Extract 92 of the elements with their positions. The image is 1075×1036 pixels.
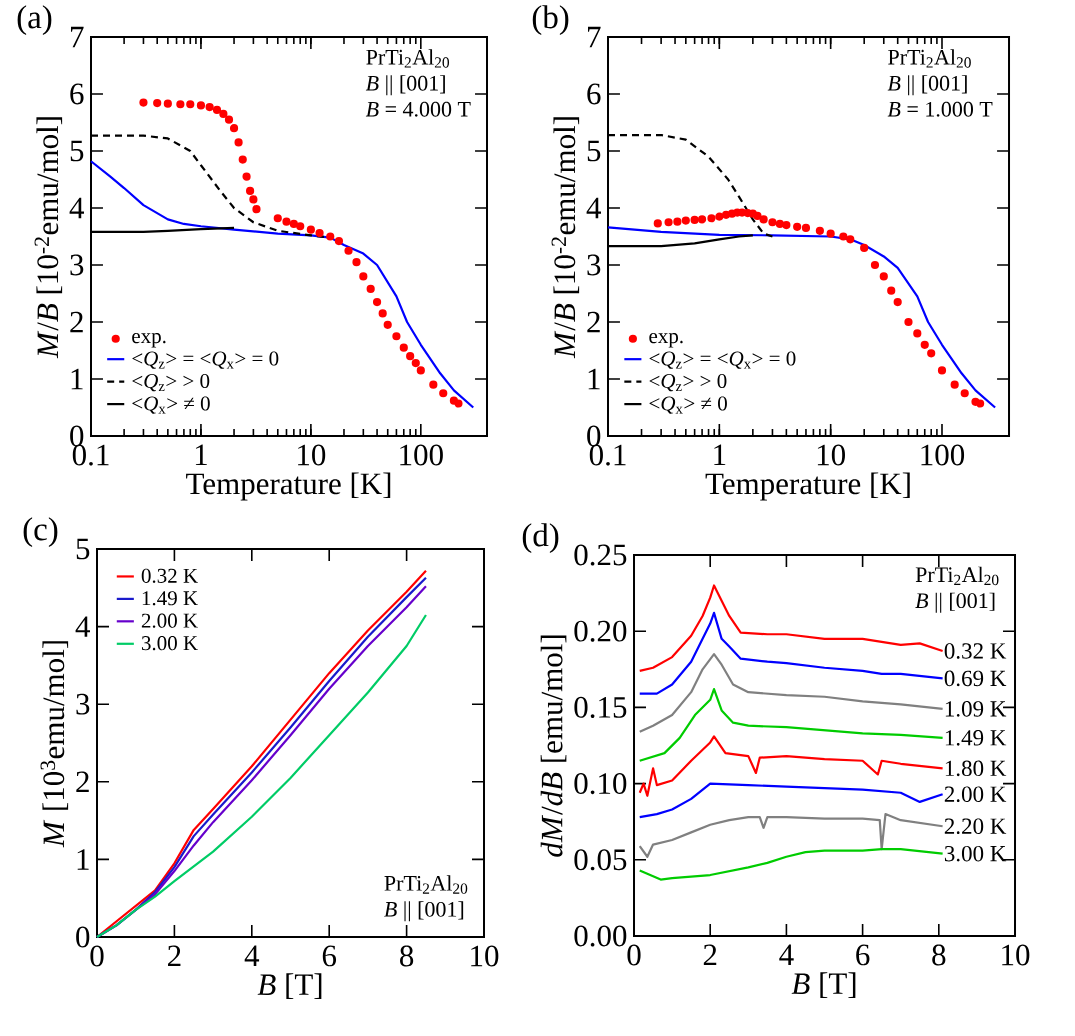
text: (d): [522, 523, 559, 554]
y-tick-label: 0.15: [574, 696, 627, 718]
x-tick-label: 1: [714, 444, 726, 465]
y-tick-label: 2: [76, 771, 89, 793]
line-series: [638, 584, 944, 672]
y-tick-label: 5: [76, 538, 90, 560]
y-tick-label: 2: [587, 311, 600, 333]
x-tick-label: 1: [195, 444, 207, 465]
x-tick-label: 10: [1002, 944, 1030, 966]
x-tick-label: 0: [90, 945, 104, 967]
x-tick-label: 6: [322, 945, 337, 967]
x-tick-label: 10: [817, 444, 845, 466]
y-tick-label: 0.05: [574, 849, 627, 871]
legend-label: <Q$_{z}$> > 0: [649, 373, 727, 392]
x-tick-label: 8: [932, 944, 946, 966]
line-series: [638, 848, 944, 881]
y-tick-label: 0.25: [574, 544, 627, 566]
annotation: PrTi$_{2}$Al$_{20}$: [888, 49, 971, 68]
legend-label: <Q$_{z}$> = <Q$_{x}$> = 0: [132, 351, 279, 369]
x-tick-label: 2: [168, 945, 181, 967]
series-label: 1.09 K: [945, 701, 1007, 717]
y-axis-title: M/B [10$^{-2}$emu/mol]: [34, 117, 63, 359]
y-tick-label: 3: [76, 693, 90, 715]
annotation: B = 4.000 T: [365, 101, 471, 117]
legend-label: exp.: [132, 333, 166, 348]
y-tick-label: 1: [77, 849, 89, 870]
line-series: [638, 652, 944, 733]
x-axis-title: Temperature [K]: [705, 472, 910, 501]
annotation: PrTi$_{2}$Al$_{20}$: [384, 875, 468, 894]
legend-label: <Q$_{z}$> > 0: [132, 373, 210, 392]
legend-label: 0.32 K: [141, 568, 198, 583]
y-tick-label: 2: [70, 311, 83, 333]
annotation: PrTi$_{2}$Al$_{20}$: [915, 566, 999, 586]
y-tick-label: 6: [70, 83, 84, 105]
y-tick-label: 4: [75, 616, 90, 637]
series-label: 0.32 K: [944, 643, 1007, 659]
y-tick-label: 4: [586, 197, 601, 219]
y-tick-label: 3: [587, 254, 601, 276]
line-series: [638, 812, 944, 858]
y-axis-title: dM/dB [emu/mol]: [540, 635, 567, 857]
y-tick-label: 7: [71, 26, 84, 48]
annotation: PrTi$_{2}$Al$_{20}$: [366, 49, 450, 68]
x-tick-label: 100: [921, 444, 965, 466]
text: (a): [17, 5, 52, 36]
x-axis-title: B [T]: [791, 972, 856, 998]
y-tick-label: 3: [70, 254, 84, 276]
text: (b): [532, 5, 569, 36]
legend-label: <Q$_{x}$> ≠ 0: [649, 396, 727, 414]
y-tick-label: 0: [76, 926, 90, 948]
x-axis-title: Temperature [K]: [186, 472, 391, 501]
series-label: 2.20 K: [944, 818, 1007, 835]
text: (c): [23, 517, 58, 548]
x-tick-label: 0: [627, 944, 641, 966]
legend-label: 3.00 K: [141, 636, 198, 651]
y-axis-title: M/B [10$^{-2}$emu/mol]: [551, 117, 580, 359]
annotation: B || [001]: [887, 75, 967, 96]
y-tick-label: 1: [71, 368, 83, 390]
x-tick-label: 2: [703, 944, 717, 966]
series-label: 0.69 K: [944, 670, 1007, 687]
legend-label: <Q$_{x}$> ≠ 0: [132, 396, 210, 414]
y-tick-label: 5: [587, 140, 601, 162]
legend-label: 2.00 K: [141, 613, 198, 628]
x-tick-label: 4: [779, 944, 794, 965]
y-axis-title: M [10$^{3}$emu/mol]: [40, 641, 69, 848]
annotation: B || [001]: [915, 592, 995, 613]
legend-label: <Q$_{z}$> = <Q$_{x}$> = 0: [649, 351, 796, 369]
legend-label: 1.49 K: [142, 591, 198, 606]
y-tick-label: 6: [587, 83, 601, 105]
x-tick-label: 8: [400, 945, 414, 967]
x-tick-label: 100: [400, 444, 443, 466]
y-tick-label: 0.20: [574, 620, 627, 642]
y-tick-label: 0.00: [574, 925, 627, 947]
series-label: 2.00 K: [944, 786, 1007, 803]
y-tick-label: 1: [588, 368, 600, 390]
line-series: [638, 611, 944, 695]
series-label: 1.49 K: [945, 730, 1007, 746]
annotation: B || [001]: [365, 75, 445, 96]
series-label: 3.00 K: [944, 845, 1007, 862]
line-series: [638, 735, 944, 797]
x-tick-label: 10: [471, 945, 499, 967]
annotation: B = 1.000 T: [887, 101, 993, 117]
x-tick-label: 4: [244, 945, 260, 966]
annotation: B || [001]: [384, 901, 464, 922]
y-tick-label: 4: [69, 197, 84, 219]
y-tick-label: 7: [588, 26, 601, 48]
y-tick-label: 5: [70, 140, 84, 162]
series-label: 1.80 K: [945, 760, 1007, 777]
x-axis-title: B [T]: [257, 973, 322, 999]
y-tick-label: 0.10: [574, 773, 627, 795]
x-tick-label: 10: [298, 444, 326, 466]
x-tick-label: 6: [856, 944, 870, 966]
legend-label: exp.: [649, 333, 683, 348]
